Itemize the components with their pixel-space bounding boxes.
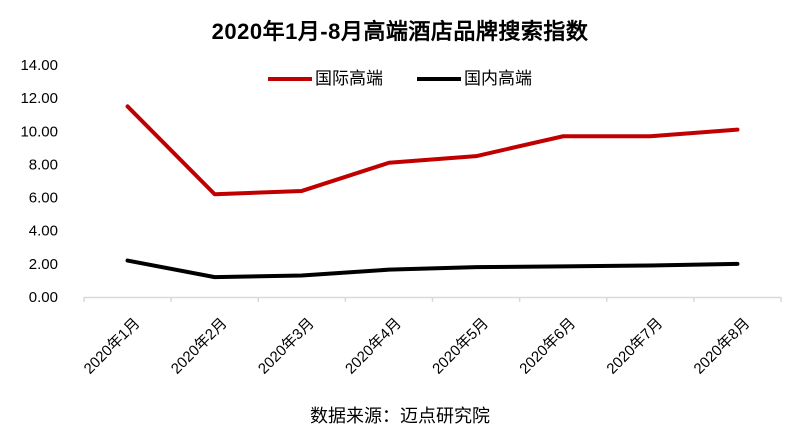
- x-axis-label: 2020年7月: [603, 315, 666, 378]
- series-line-0: [125, 104, 740, 197]
- y-axis-label: 10.00: [20, 123, 58, 140]
- y-axis-label: 4.00: [29, 223, 58, 240]
- legend-line-swatch-black: [417, 76, 461, 81]
- legend: 国际高端 国内高端: [0, 70, 800, 87]
- y-axis-label: 14.00: [20, 57, 58, 74]
- x-axis-label: 2020年8月: [691, 315, 754, 378]
- x-axis-label: 2020年3月: [255, 315, 318, 378]
- y-axis-label: 2.00: [29, 256, 58, 273]
- chart-title: 2020年1月-8月高端酒店品牌搜索指数: [211, 19, 589, 44]
- legend-line-swatch-red: [268, 76, 312, 81]
- legend-item-domestic: 国内高端: [417, 70, 532, 87]
- y-axis-label: 8.00: [29, 156, 58, 173]
- series-line-1: [125, 258, 740, 280]
- y-axis-label: 6.00: [29, 190, 58, 207]
- x-axis-label: 2020年6月: [516, 315, 579, 378]
- legend-item-international: 国际高端: [268, 70, 383, 87]
- x-axis-label: 2020年2月: [168, 315, 231, 378]
- data-source-text: 数据来源：迈点研究院: [310, 406, 490, 426]
- y-axis-label: 0.00: [29, 289, 58, 306]
- x-axis-label: 2020年5月: [429, 315, 492, 378]
- y-axis-label: 12.00: [20, 90, 58, 107]
- legend-label-domestic: 国内高端: [464, 69, 532, 88]
- x-axis-label: 2020年1月: [81, 315, 144, 378]
- x-axis-label: 2020年4月: [342, 315, 405, 378]
- legend-label-international: 国际高端: [315, 69, 383, 88]
